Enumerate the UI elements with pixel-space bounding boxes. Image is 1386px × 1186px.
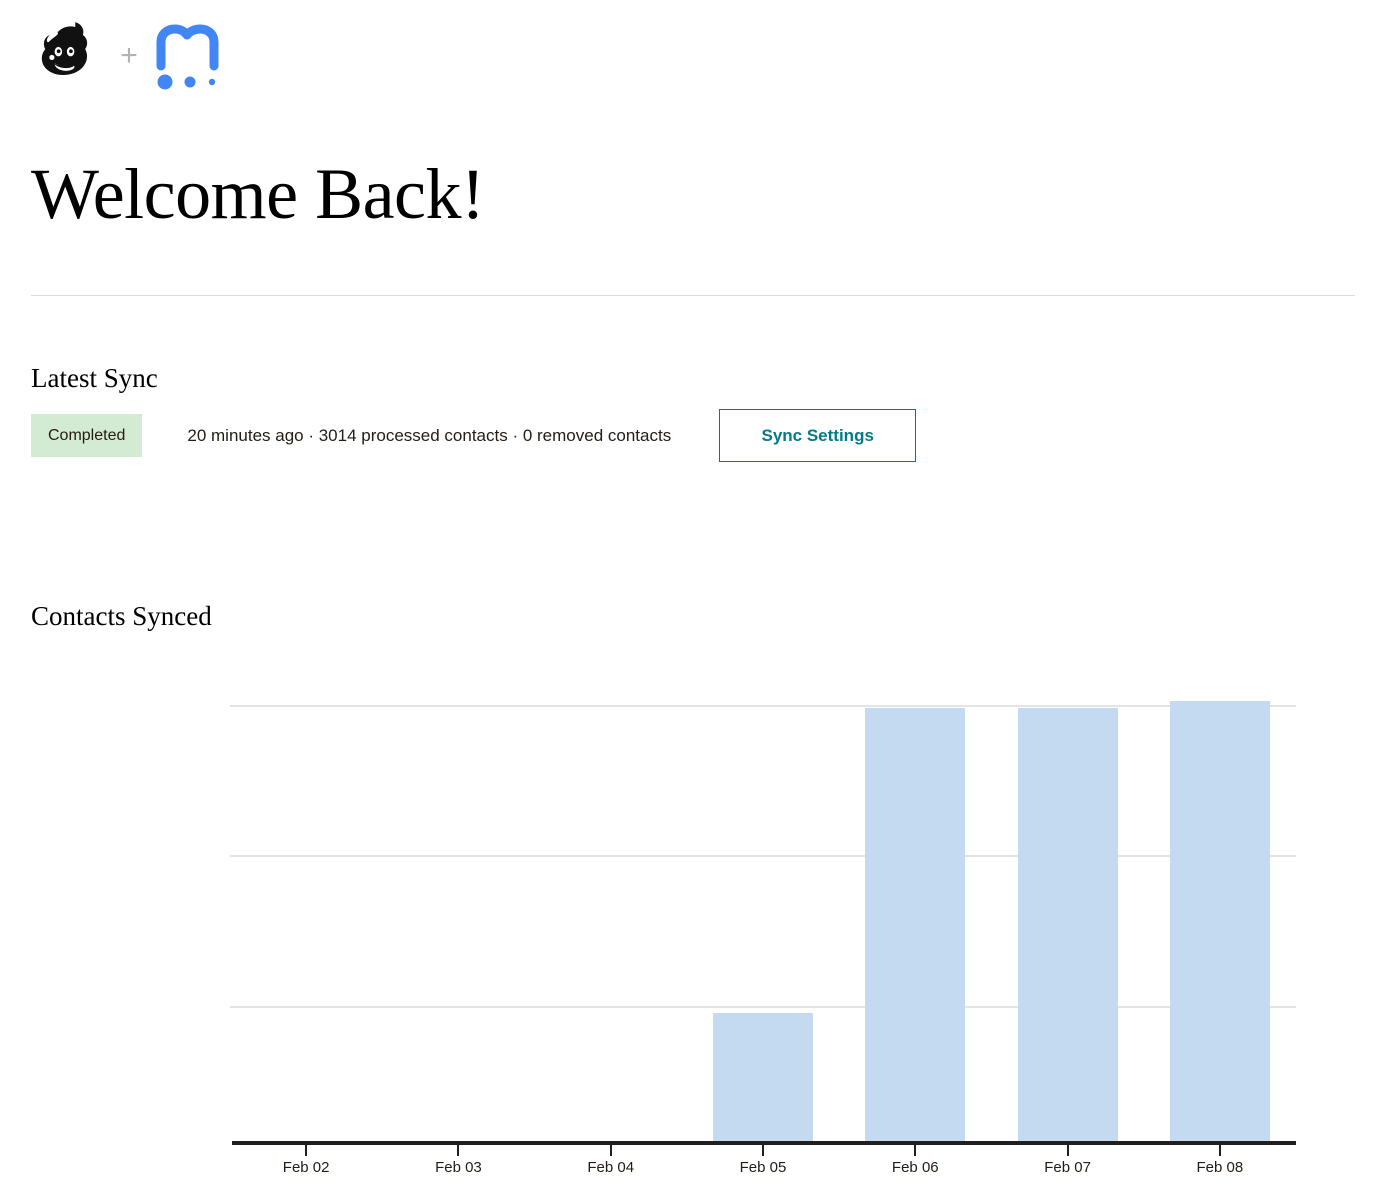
chart-tick-mark	[457, 1145, 460, 1156]
status-badge: Completed	[31, 414, 143, 457]
logo-bar: +	[31, 16, 233, 96]
contacts-synced-heading: Contacts Synced	[31, 601, 212, 631]
chart-tick-mark	[762, 1145, 764, 1156]
latest-sync-row: Completed 20 minutes ago · 3014 processe…	[31, 409, 917, 462]
chart-tick-label: Feb 07	[1044, 1159, 1091, 1176]
chart-tick-mark	[1066, 1145, 1069, 1156]
chart-bar	[713, 1013, 813, 1141]
chart-bar	[1017, 708, 1118, 1141]
chart-tick-mark	[609, 1145, 612, 1156]
chart-tick-label: Feb 03	[435, 1159, 482, 1176]
page-title: Welcome Back!	[31, 154, 485, 234]
chart-plot-area	[230, 660, 1296, 1145]
plus-icon: +	[120, 39, 138, 72]
chart-x-axis-labels: Feb 02 Feb 03 Feb 04 Feb 05 Feb 06 Feb 07 Feb …	[230, 1145, 1296, 1185]
sync-settings-button[interactable]: Sync Settings	[719, 409, 917, 462]
chart-gridline	[230, 705, 1296, 708]
chart-tick-mark	[1218, 1145, 1221, 1156]
partner-m-icon	[155, 20, 233, 92]
chart-bars	[230, 660, 1296, 1143]
contacts-synced-chart: Feb 02 Feb 03 Feb 04 Feb 05 Feb 06 Feb 07 Feb …	[0, 660, 1386, 1180]
latest-sync-heading: Latest Sync	[31, 363, 158, 393]
header-divider	[31, 295, 1355, 296]
chart-tick-mark	[305, 1145, 308, 1156]
chart-bar	[865, 708, 966, 1141]
chart-gridline	[230, 1005, 1296, 1008]
chart-tick-label: Feb 02	[282, 1159, 330, 1176]
mailchimp-freddie-icon	[31, 20, 103, 92]
chart-tick-label: Feb 05	[739, 1159, 787, 1176]
chart-tick-label: Feb 08	[1196, 1159, 1244, 1176]
chart-tick-label: Feb 04	[587, 1159, 635, 1176]
chart-tick-mark	[914, 1145, 917, 1156]
chart-gridline	[230, 855, 1296, 858]
chart-x-axis-line	[232, 1141, 1296, 1145]
chart-tick-label: Feb 06	[891, 1159, 939, 1176]
sync-meta-text: 20 minutes ago · 3014 processed contacts…	[187, 425, 672, 445]
chart-bar	[1169, 700, 1270, 1141]
